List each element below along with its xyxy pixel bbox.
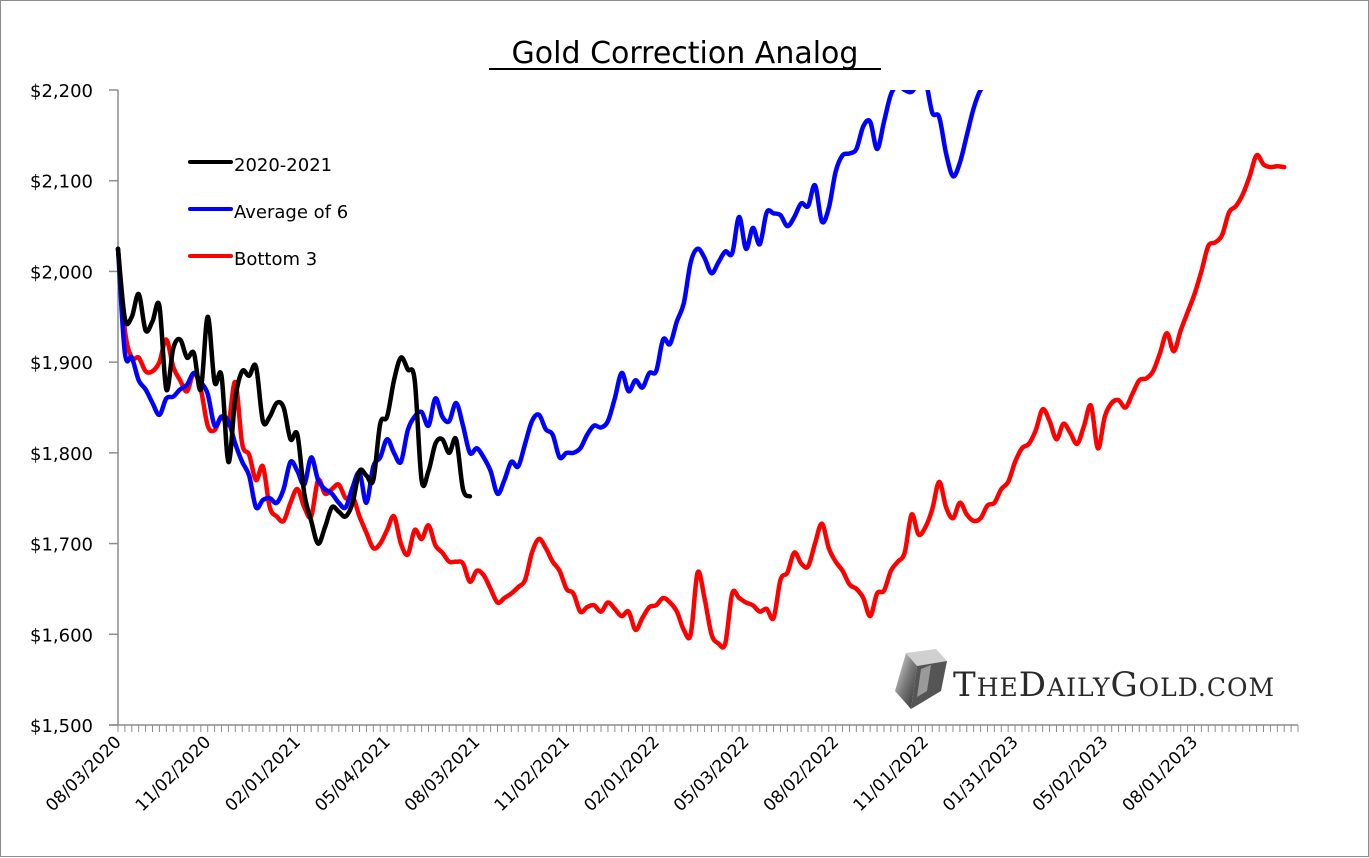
x-tick-label: 08/02/2022 [760,732,843,815]
gold-bar-icon [895,649,947,709]
x-minor-ticks [117,725,1299,732]
legend-item-average-of-6: Average of 6 [188,202,348,223]
x-tick-label: 08/03/2021 [401,732,484,815]
legend: 2020-2021 Average of 6 Bottom 3 [188,155,348,270]
series-line-bottom-3 [115,152,1287,650]
x-tick-label: 01/31/2023 [939,732,1022,815]
legend-item-2020-2021: 2020-2021 [188,155,332,176]
x-tick-label: 08/01/2023 [1119,732,1202,815]
axes [109,90,1298,726]
series-line-2020-2021 [115,246,473,546]
x-tick-label: 05/02/2023 [1029,732,1112,815]
x-tick-label: 11/02/2020 [132,732,215,815]
legend-item-bottom-3: Bottom 3 [188,249,317,270]
chart-title: Gold Correction Analog [512,36,859,71]
series-group [115,90,1287,650]
y-ticks: $1,500 $1,600 $1,700 $1,800 $1,900 $2,000 $2,1… [30,81,118,737]
x-tick-label: 02/01/2021 [222,732,305,815]
x-tick-label: 08/03/2020 [42,732,125,815]
y-tick-label: $1,900 [30,353,93,374]
x-tick-label: 02/01/2022 [580,732,663,815]
y-tick-label: $2,100 [30,172,93,193]
x-tick-labels: 08/03/2020 11/02/2020 02/01/2021 05/04/2021… [42,732,1202,815]
legend-label: Bottom 3 [234,249,317,270]
series-line-average-of-6 [115,90,984,511]
watermark-text: THEDAILYGOLD.COM [953,665,1275,705]
x-tick-label: 11/02/2021 [491,732,574,815]
x-tick-label: 11/01/2022 [849,732,932,815]
legend-label: 2020-2021 [234,155,332,176]
y-tick-label: $1,500 [30,716,93,737]
x-tick-label: 05/04/2021 [311,732,394,815]
legend-label: Average of 6 [234,202,348,223]
y-tick-label: $2,000 [30,262,93,283]
x-tick-label: 05/03/2022 [670,732,753,815]
y-tick-label: $1,600 [30,625,93,646]
y-tick-label: $1,800 [30,444,93,465]
y-tick-label: $1,700 [30,535,93,556]
y-tick-label: $2,200 [30,81,93,102]
watermark: THEDAILYGOLD.COM [895,649,1275,709]
